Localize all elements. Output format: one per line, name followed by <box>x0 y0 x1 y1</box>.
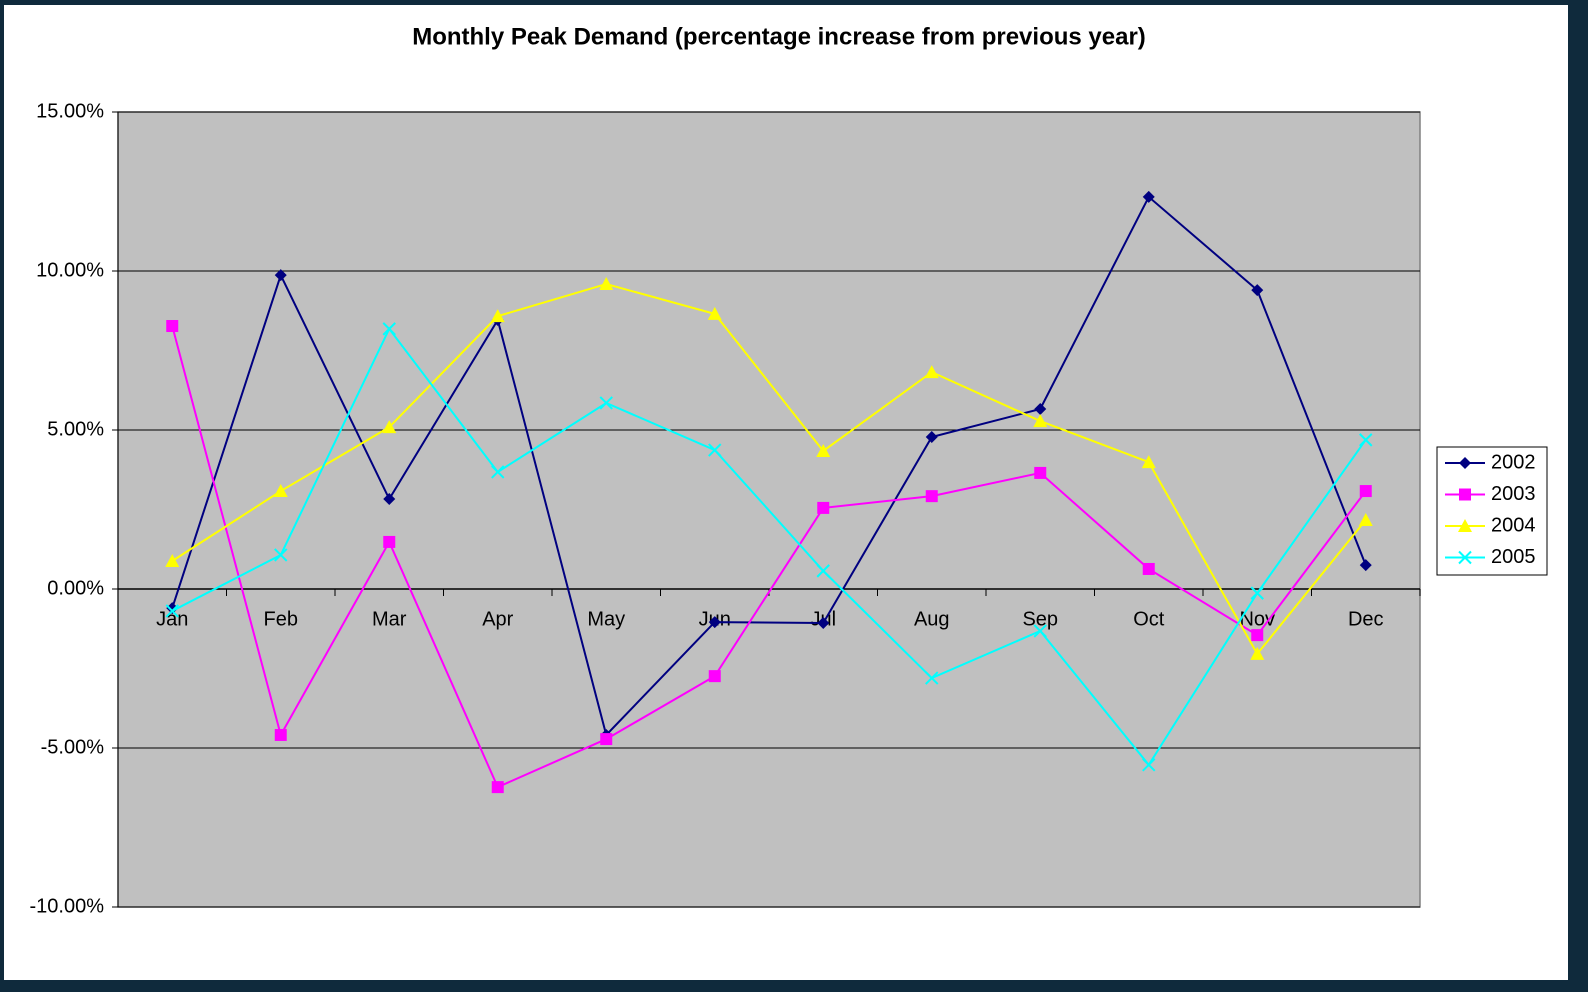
data-point <box>925 430 938 443</box>
data-point <box>708 616 721 629</box>
series-line <box>171 326 1367 767</box>
data-point <box>1034 466 1047 479</box>
series-line <box>171 282 1367 656</box>
data-point <box>816 443 831 457</box>
series-line <box>171 325 1367 789</box>
x-tick-label: Aug <box>914 608 950 630</box>
data-point <box>817 617 830 630</box>
legend-label: 2004 <box>1491 514 1536 536</box>
data-point <box>925 490 938 503</box>
legend-label: 2003 <box>1491 483 1536 505</box>
legend-marker <box>1459 457 1471 469</box>
data-point <box>708 443 722 457</box>
x-tick-label: Mar <box>372 608 407 630</box>
data-point <box>166 602 179 615</box>
data-point <box>925 671 939 685</box>
x-tick-label: May <box>587 608 625 630</box>
data-point <box>1359 485 1372 498</box>
data-point <box>600 733 613 746</box>
data-point <box>1358 512 1373 526</box>
data-point <box>1141 455 1156 469</box>
data-point <box>274 548 288 562</box>
data-point <box>383 493 396 506</box>
data-point <box>1034 403 1047 416</box>
data-point <box>273 484 288 498</box>
data-point <box>707 306 722 320</box>
y-tick-label: 15.00% <box>36 100 104 122</box>
data-point <box>383 535 396 548</box>
data-point <box>274 728 287 741</box>
data-point <box>1033 414 1048 428</box>
series-line <box>171 195 1367 737</box>
data-point <box>1142 562 1155 575</box>
y-tick-label: -10.00% <box>30 895 105 917</box>
data-point <box>490 309 505 323</box>
data-point <box>817 501 830 514</box>
legend-marker <box>1459 488 1471 501</box>
data-point <box>1251 629 1264 642</box>
y-tick-label: 0.00% <box>47 577 104 599</box>
legend-marker <box>1458 519 1472 532</box>
x-tick-label: Sep <box>1022 608 1058 630</box>
x-tick-label: Dec <box>1348 608 1384 630</box>
x-tick-label: Oct <box>1133 608 1165 630</box>
data-point <box>491 465 505 479</box>
data-point <box>166 320 179 333</box>
y-tick-label: 10.00% <box>36 259 104 281</box>
data-point <box>816 564 830 578</box>
data-point <box>1033 624 1047 638</box>
data-point <box>382 420 397 434</box>
legend-marker <box>1458 550 1472 565</box>
data-point <box>599 277 614 291</box>
data-point <box>1142 758 1156 772</box>
legend-box <box>1436 446 1548 576</box>
data-point <box>1251 284 1264 297</box>
legend-label: 2005 <box>1491 546 1536 568</box>
x-tick-label: Feb <box>264 608 298 630</box>
y-tick-label: 5.00% <box>47 418 104 440</box>
data-point <box>708 670 721 683</box>
data-point <box>599 396 613 410</box>
data-point <box>1359 433 1373 447</box>
x-tick-label: Apr <box>482 608 513 630</box>
data-point <box>1250 586 1264 600</box>
data-point <box>165 554 180 568</box>
data-point <box>924 365 939 379</box>
chart-title: Monthly Peak Demand (percentage increase… <box>412 23 1146 50</box>
data-point <box>165 604 179 618</box>
x-tick-label: Jan <box>156 608 188 630</box>
data-point <box>1359 559 1372 572</box>
data-point <box>274 269 287 282</box>
data-point <box>1250 646 1265 660</box>
legend-label: 2002 <box>1491 451 1536 473</box>
data-point <box>491 781 504 794</box>
data-point <box>382 322 396 336</box>
data-point <box>1142 190 1155 203</box>
y-tick-label: -5.00% <box>41 736 105 758</box>
